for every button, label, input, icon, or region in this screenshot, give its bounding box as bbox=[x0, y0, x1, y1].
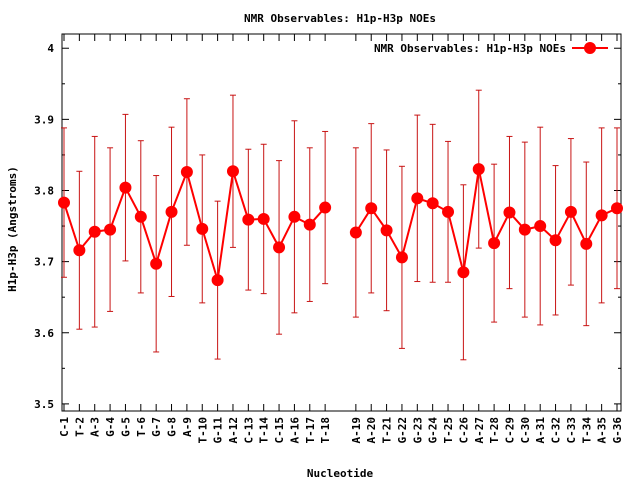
legend-label: NMR Observables: H1p-H3p NOEs bbox=[374, 42, 566, 55]
x-tick-label: C-33 bbox=[565, 417, 578, 444]
data-point bbox=[549, 234, 562, 247]
data-point bbox=[442, 205, 455, 218]
data-point bbox=[380, 224, 393, 237]
x-tick-label: A-12 bbox=[227, 417, 240, 444]
x-tick-label: A-9 bbox=[181, 417, 194, 437]
data-point bbox=[319, 201, 332, 214]
legend-marker bbox=[584, 42, 596, 54]
x-tick-label: C-26 bbox=[457, 417, 470, 444]
data-points bbox=[58, 163, 623, 287]
data-point bbox=[426, 197, 439, 210]
data-point bbox=[488, 237, 501, 250]
data-point bbox=[611, 202, 623, 215]
data-point bbox=[196, 222, 209, 235]
series-line bbox=[355, 168, 618, 273]
data-point bbox=[303, 218, 316, 231]
x-tick-label: A-27 bbox=[473, 417, 486, 444]
x-tick-label: T-17 bbox=[304, 417, 317, 444]
x-tick-label: T-34 bbox=[580, 417, 593, 444]
data-point bbox=[534, 220, 547, 233]
y-tick-labels: 3.5 3.6 3.7 3.8 3.9 4 bbox=[34, 42, 54, 411]
x-tick-label: A-35 bbox=[596, 417, 609, 444]
x-tick-label: G-7 bbox=[150, 417, 163, 437]
x-tick-label: A-31 bbox=[534, 417, 547, 444]
x-tick-label: C-1 bbox=[58, 417, 71, 437]
data-point bbox=[58, 196, 70, 209]
chart-title: NMR Observables: H1p-H3p NOEs bbox=[244, 12, 436, 25]
x-tick-label: C-29 bbox=[503, 417, 516, 444]
x-tick-label: T-18 bbox=[319, 417, 332, 444]
data-point bbox=[180, 165, 193, 178]
data-point bbox=[119, 181, 132, 194]
y-tick-label: 3.6 bbox=[34, 327, 54, 340]
legend: NMR Observables: H1p-H3p NOEs bbox=[374, 42, 608, 55]
data-point bbox=[242, 213, 255, 226]
y-tick-label: 4 bbox=[47, 42, 54, 55]
y-tick-label: 3.7 bbox=[34, 256, 54, 269]
x-tick-label: A-16 bbox=[288, 417, 301, 444]
x-tick-label: G-5 bbox=[119, 417, 132, 437]
data-point bbox=[564, 205, 577, 218]
data-point bbox=[104, 223, 117, 236]
x-tick-label: G-4 bbox=[104, 417, 117, 437]
y-tick-label: 3.5 bbox=[34, 398, 54, 411]
data-point bbox=[457, 266, 470, 279]
x-tick-label: G-22 bbox=[396, 417, 409, 444]
series-line bbox=[63, 168, 326, 281]
data-point bbox=[273, 241, 286, 254]
series-lines bbox=[63, 168, 618, 281]
x-tick-label: T-6 bbox=[135, 417, 148, 437]
y-tick-label: 3.9 bbox=[34, 113, 54, 126]
x-tick-label: C-13 bbox=[242, 417, 255, 444]
x-tick-label: C-15 bbox=[273, 417, 286, 444]
data-point bbox=[395, 251, 408, 264]
x-tick-label: G-11 bbox=[212, 417, 225, 444]
data-point bbox=[595, 209, 608, 222]
data-point bbox=[165, 205, 178, 218]
data-point bbox=[211, 274, 224, 287]
data-point bbox=[257, 212, 270, 225]
x-tick-label: T-2 bbox=[73, 417, 86, 437]
x-tick-label: C-32 bbox=[550, 417, 563, 444]
data-point bbox=[411, 192, 424, 205]
tick-marks bbox=[62, 34, 621, 411]
x-tick-label: G-36 bbox=[611, 417, 624, 444]
data-point bbox=[226, 165, 239, 178]
data-point bbox=[518, 223, 531, 236]
x-tick-label: A-3 bbox=[89, 417, 102, 437]
y-tick-label: 3.8 bbox=[34, 184, 54, 197]
x-tick-label: T-14 bbox=[258, 417, 271, 444]
x-tick-label: T-21 bbox=[381, 417, 394, 444]
x-tick-label: T-28 bbox=[488, 417, 501, 444]
data-point bbox=[134, 210, 147, 223]
y-axis-label: H1p-H3p (Angstroms) bbox=[6, 166, 19, 292]
data-point bbox=[365, 202, 378, 215]
data-point bbox=[73, 244, 86, 257]
data-point bbox=[472, 163, 485, 176]
x-tick-label: A-20 bbox=[365, 417, 378, 444]
data-point bbox=[503, 206, 516, 219]
data-point bbox=[580, 237, 593, 250]
plot-border bbox=[61, 33, 622, 412]
x-tick-label: G-8 bbox=[166, 417, 179, 437]
x-tick-label: A-19 bbox=[350, 417, 363, 444]
x-tick-label: G-23 bbox=[411, 417, 424, 444]
data-point bbox=[88, 225, 101, 238]
data-point bbox=[349, 226, 362, 239]
x-tick-label: T-10 bbox=[196, 417, 209, 444]
x-axis-label: Nucleotide bbox=[307, 467, 374, 480]
x-tick-label: T-25 bbox=[442, 417, 455, 444]
data-point bbox=[150, 257, 163, 270]
x-tick-label: C-30 bbox=[519, 417, 532, 444]
x-tick-label: G-24 bbox=[427, 417, 440, 444]
data-point bbox=[288, 210, 301, 223]
x-tick-labels: C-1 T-2 A-3 G-4 G-5 T-6 G-7 G-8 A-9 T-10 G-11 A-12 C… bbox=[58, 417, 624, 444]
